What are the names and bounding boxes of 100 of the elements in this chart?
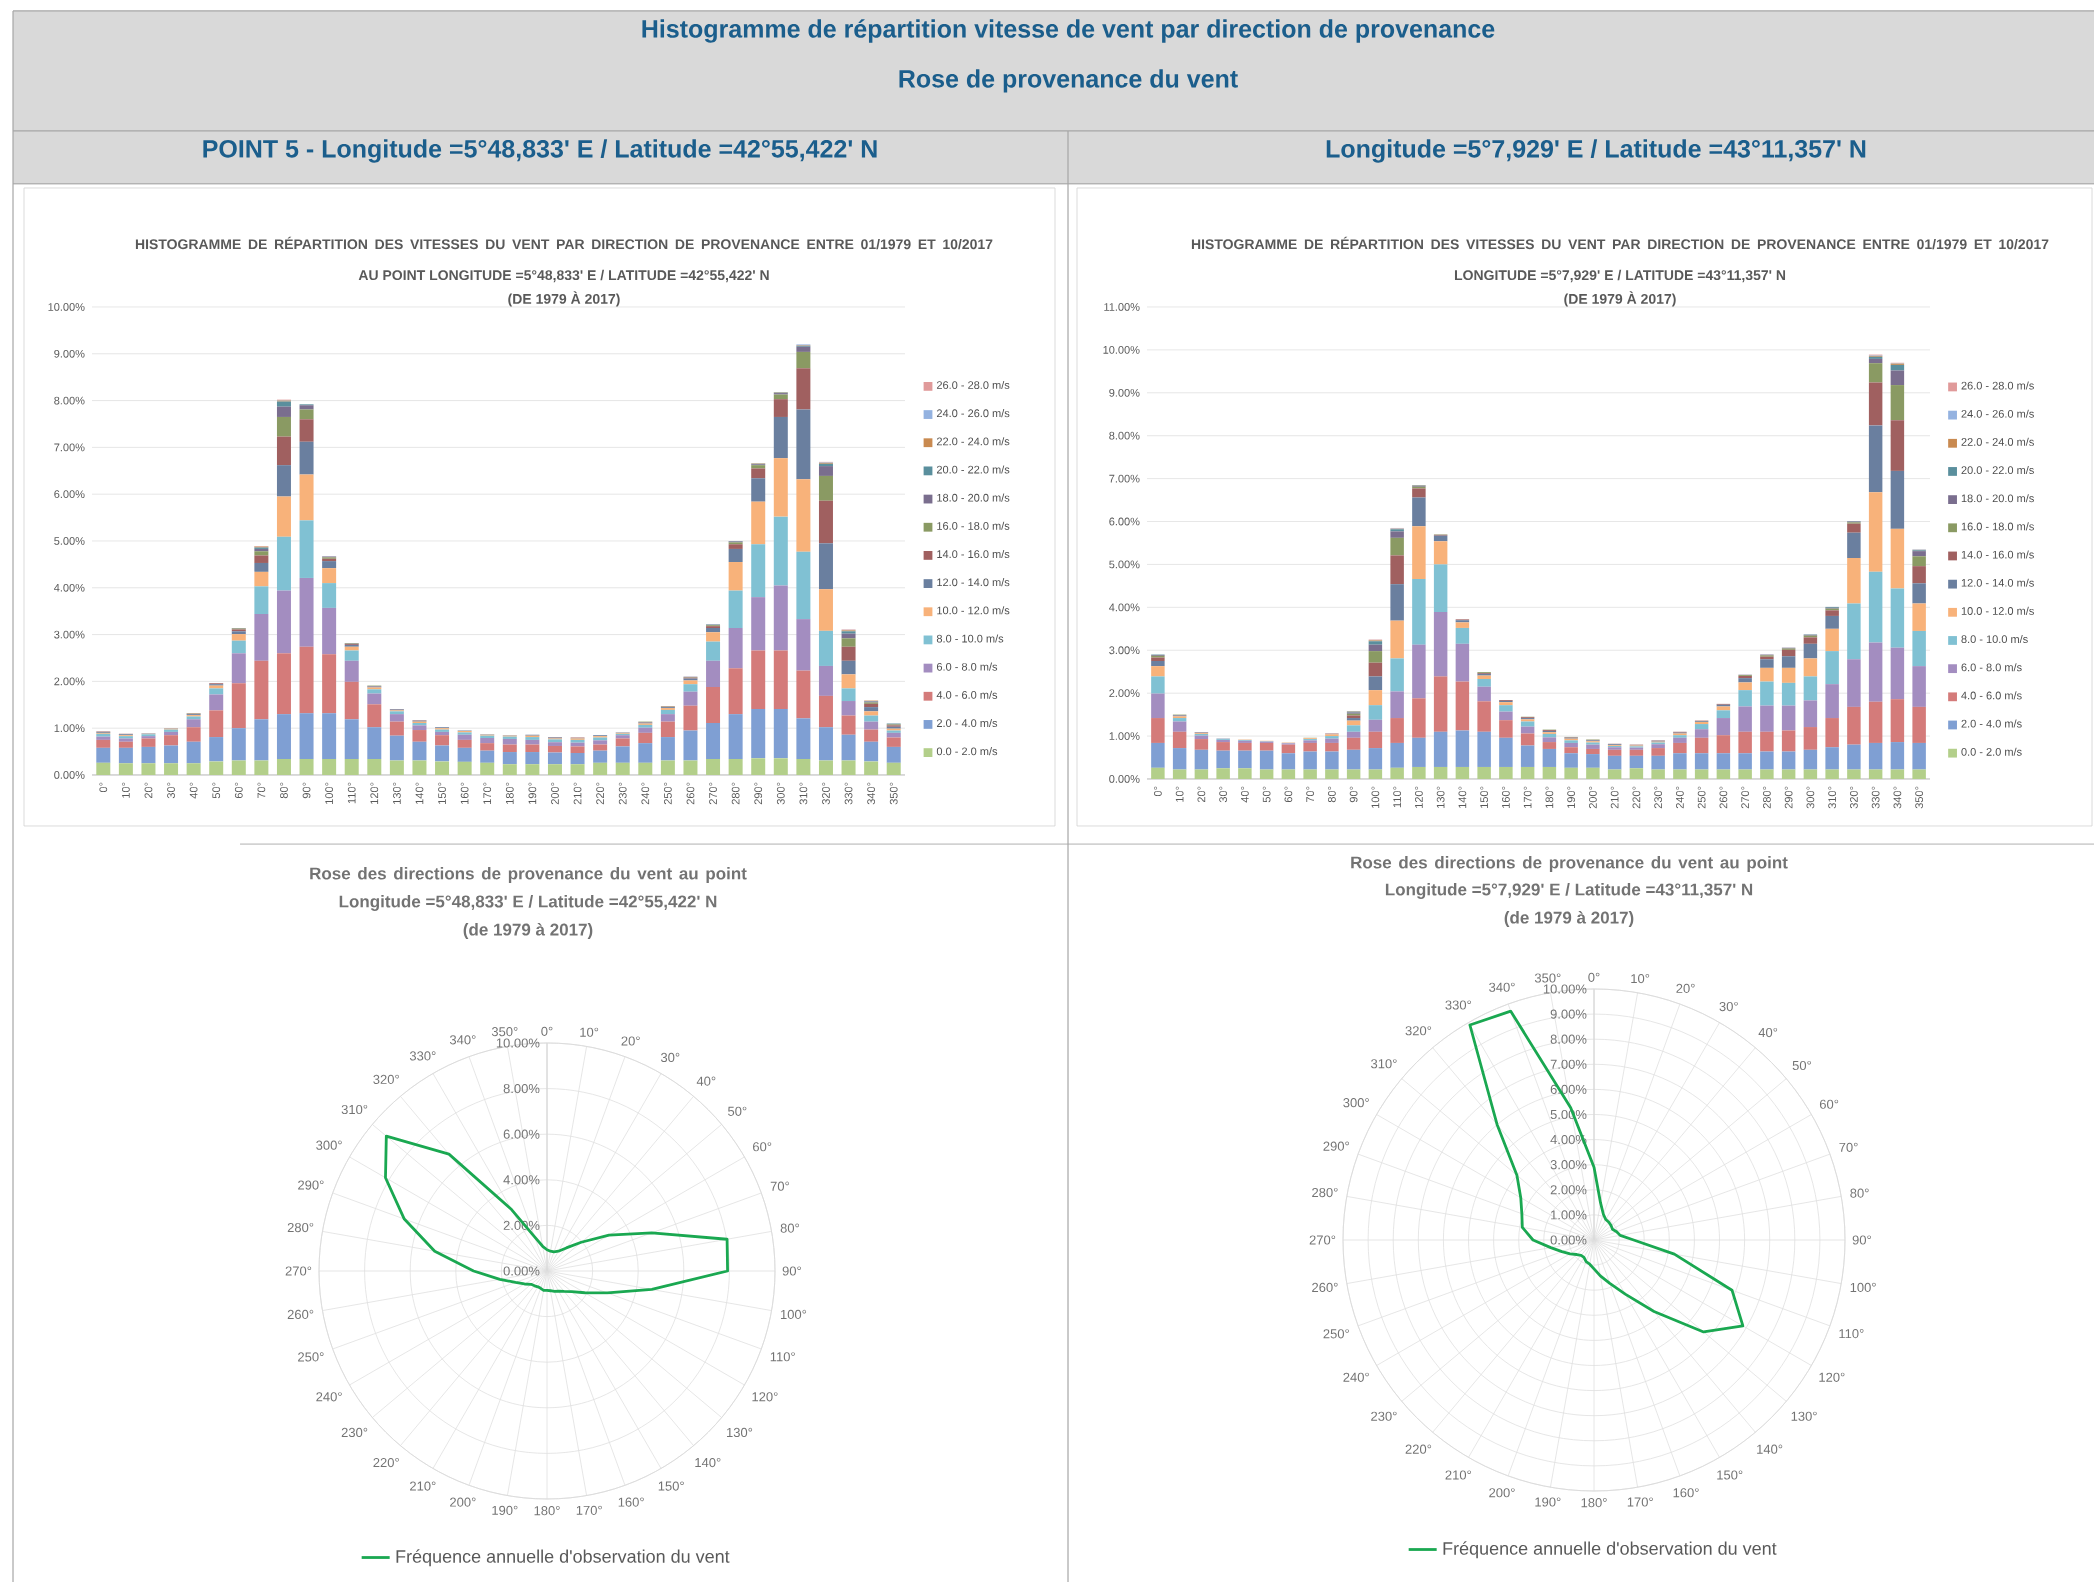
spoke-label: 350° xyxy=(491,1027,518,1037)
chart-title: Rose des directions de provenance du vent au point xyxy=(310,867,747,883)
y-tick-label: 4.00% xyxy=(54,583,85,592)
x-tick-label: 180° xyxy=(1545,786,1554,808)
legend-label: 0.0 - 2.0 m/s xyxy=(1961,747,2022,756)
x-tick-label: 290° xyxy=(1784,786,1793,809)
x-tick-label: 90° xyxy=(1349,786,1358,803)
x-tick-label: 350° xyxy=(1915,786,1924,809)
x-tick-label: 210° xyxy=(1610,786,1619,809)
spoke-label: 310° xyxy=(341,1104,368,1115)
text: (DE 1979 À 2017) xyxy=(508,291,620,307)
spoke-label: 300° xyxy=(1343,1098,1369,1108)
spoke-label: 210° xyxy=(410,1481,436,1491)
legend-label: 6.0 - 8.0 m/s xyxy=(1961,663,2022,672)
y-tick-label: 3.00% xyxy=(54,630,85,639)
x-tick-label: 80° xyxy=(280,782,288,799)
spoke-label: 130° xyxy=(727,1427,753,1438)
spoke-label: 200° xyxy=(450,1497,476,1507)
x-tick-label: 90° xyxy=(302,782,311,799)
x-tick-label: 10° xyxy=(1175,786,1184,802)
x-tick-label: 300° xyxy=(1806,786,1815,809)
spoke-label: 160° xyxy=(618,1497,644,1507)
x-tick-label: 190° xyxy=(1567,786,1576,808)
spoke-label: 210° xyxy=(1445,1470,1471,1480)
legend-label: 10.0 - 12.0 m/s xyxy=(1961,606,2034,615)
spoke-label: 230° xyxy=(341,1427,368,1438)
spoke-label: 90° xyxy=(782,1266,801,1276)
y-tick-label: 5.00% xyxy=(54,537,85,545)
text: Rose de provenance du vent xyxy=(899,69,1238,93)
y-tick-label: 6.00% xyxy=(503,1129,540,1139)
x-tick-label: 160° xyxy=(460,782,469,804)
y-tick-label: 7.00% xyxy=(1550,1059,1587,1069)
legend-label: 24.0 - 26.0 m/s xyxy=(936,409,1010,418)
y-tick-label: 3.00% xyxy=(1109,646,1140,655)
x-tick-label: 30° xyxy=(1219,786,1228,803)
x-tick-label: 200° xyxy=(551,782,559,805)
spoke-label: 190° xyxy=(492,1505,518,1515)
legend-label: 8.0 - 10.0 m/s xyxy=(936,634,1004,643)
chart-subtitle: AU POINT LONGITUDE =5°48,833' E / LATITUDE =42°55,422' N xyxy=(358,269,769,283)
spoke-label: 50° xyxy=(1792,1060,1811,1071)
chart-title: HISTOGRAMME DE RÉPARTITION DES VITESSES DU VENT PAR DIRECTION DE PROVENANCE ENTRE 01/1979 ET 10/2017 xyxy=(1191,236,2049,250)
chart-title: Rose des directions de provenance du vent au point xyxy=(1351,856,1788,872)
spoke-label: 100° xyxy=(1850,1282,1876,1293)
legend-label: 12.0 - 14.0 m/s xyxy=(937,578,1010,587)
y-tick-label: 10.00% xyxy=(1103,345,1140,354)
y-tick-label: 6.00% xyxy=(1109,517,1140,526)
spoke-label: 10° xyxy=(580,1027,599,1037)
x-tick-label: 120° xyxy=(370,782,379,804)
x-tick-label: 50° xyxy=(1262,786,1271,803)
spoke-label: 290° xyxy=(298,1180,324,1190)
x-tick-label: 50° xyxy=(212,782,221,799)
spoke-label: 90° xyxy=(1852,1235,1871,1245)
legend-label: 20.0 - 22.0 m/s xyxy=(1961,465,2034,475)
x-tick-label: 220° xyxy=(596,782,605,805)
spoke-label: 260° xyxy=(287,1309,314,1320)
y-tick-label: 4.00% xyxy=(503,1175,540,1185)
spoke-label: 120° xyxy=(1819,1372,1845,1382)
x-tick-label: 190° xyxy=(528,782,537,804)
y-tick-label: 10.00% xyxy=(496,1038,540,1048)
spoke-label: 240° xyxy=(316,1392,342,1402)
y-tick-label: 0.00% xyxy=(1550,1235,1587,1245)
spoke-label: 220° xyxy=(1405,1444,1432,1454)
spoke-label: 280° xyxy=(287,1222,314,1233)
x-tick-label: 200° xyxy=(1588,786,1597,809)
y-tick-label: 7.00% xyxy=(1109,474,1140,483)
legend-label: 14.0 - 16.0 m/s xyxy=(937,549,1010,558)
legend-label: 26.0 - 28.0 m/s xyxy=(936,380,1010,389)
y-tick-label: 1.00% xyxy=(54,724,85,733)
legend-label: 22.0 - 24.0 m/s xyxy=(1961,437,2034,446)
x-tick-label: 330° xyxy=(844,782,853,805)
y-tick-label: 1.00% xyxy=(1551,1210,1587,1220)
legend-label: Fréquence annuelle d'observation du vent xyxy=(396,1549,730,1567)
x-tick-label: 340° xyxy=(1893,786,1902,809)
spoke-label: 230° xyxy=(1371,1411,1397,1421)
text: POINT 5 - Longitude =5°48,833' E / Latitude =42°55,422' N xyxy=(203,139,877,163)
y-tick-label: 4.00% xyxy=(1109,603,1140,612)
x-tick-label: 250° xyxy=(1697,786,1706,809)
x-tick-label: 140° xyxy=(1458,786,1467,808)
y-tick-label: 2.00% xyxy=(54,677,85,686)
x-tick-label: 0° xyxy=(1153,786,1162,797)
x-tick-label: 100° xyxy=(1371,786,1380,808)
spoke-label: 280° xyxy=(1312,1187,1338,1198)
x-tick-label: 150° xyxy=(1480,786,1489,808)
x-tick-label: 130° xyxy=(1436,786,1445,808)
y-tick-label: 8.00% xyxy=(1109,431,1140,440)
x-tick-label: 330° xyxy=(1871,786,1880,809)
spoke-label: 50° xyxy=(728,1106,747,1116)
spoke-label: 70° xyxy=(1839,1142,1858,1152)
y-tick-label: 7.00% xyxy=(54,443,85,452)
spoke-label: 150° xyxy=(658,1481,684,1491)
x-tick-label: 0° xyxy=(99,782,108,793)
spoke-label: 190° xyxy=(1535,1497,1561,1507)
x-tick-label: 300° xyxy=(776,782,785,805)
spoke-label: 250° xyxy=(298,1352,324,1362)
y-tick-label: 10.00% xyxy=(1543,984,1587,994)
x-tick-label: 140° xyxy=(415,782,424,804)
y-tick-label: 8.00% xyxy=(54,396,85,405)
spoke-label: 340° xyxy=(1489,982,1515,992)
x-tick-label: 340° xyxy=(867,782,876,805)
legend-label: 4.0 - 6.0 m/s xyxy=(936,690,998,699)
